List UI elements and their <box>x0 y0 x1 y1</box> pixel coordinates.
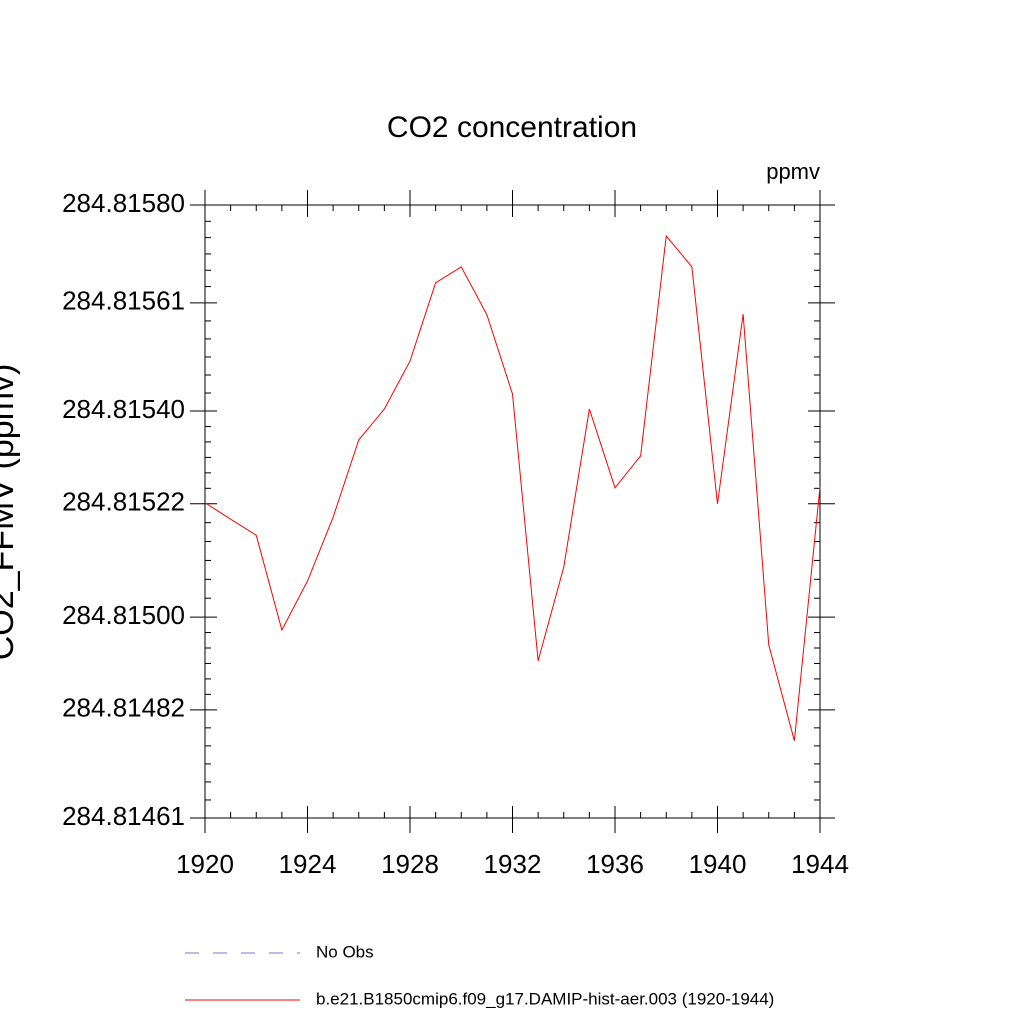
data-line <box>204 234 821 741</box>
y-tick-label: 284.81461 <box>62 801 185 831</box>
chart-title: CO2 concentration <box>387 111 637 144</box>
y-tick-label: 284.81482 <box>62 693 185 723</box>
units-label: ppmv <box>766 159 820 184</box>
x-tick-label: 1932 <box>484 849 542 879</box>
y-tick-label: 284.81522 <box>62 487 185 517</box>
y-tick-label: 284.81500 <box>62 600 185 630</box>
legend-label: No Obs <box>316 942 374 961</box>
x-tick-label: 1928 <box>381 849 439 879</box>
plot-frame <box>204 204 821 819</box>
x-tick-label: 1924 <box>279 849 337 879</box>
y-tick-label: 284.81540 <box>62 394 185 424</box>
x-tick-label: 1936 <box>586 849 644 879</box>
x-tick-label: 1920 <box>176 849 234 879</box>
y-tick-label: 284.81580 <box>62 188 185 218</box>
y-axis-label: CO2_FFMV (ppmv) <box>0 364 21 661</box>
y-tick-label: 284.81561 <box>62 286 185 316</box>
legend-label: b.e21.B1850cmip6.f09_g17.DAMIP-hist-aer.… <box>316 989 774 1008</box>
x-tick-label: 1940 <box>689 849 747 879</box>
x-tick-label: 1944 <box>791 849 849 879</box>
